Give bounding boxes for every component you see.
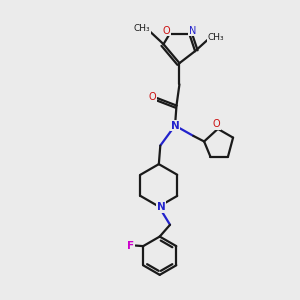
Text: O: O [213,119,220,129]
Text: N: N [189,26,196,36]
Text: N: N [157,202,166,212]
Text: O: O [148,92,156,102]
Text: O: O [163,26,170,36]
Text: CH₃: CH₃ [207,32,224,41]
Text: N: N [171,121,179,130]
Text: CH₃: CH₃ [134,24,150,33]
Text: F: F [127,241,134,250]
